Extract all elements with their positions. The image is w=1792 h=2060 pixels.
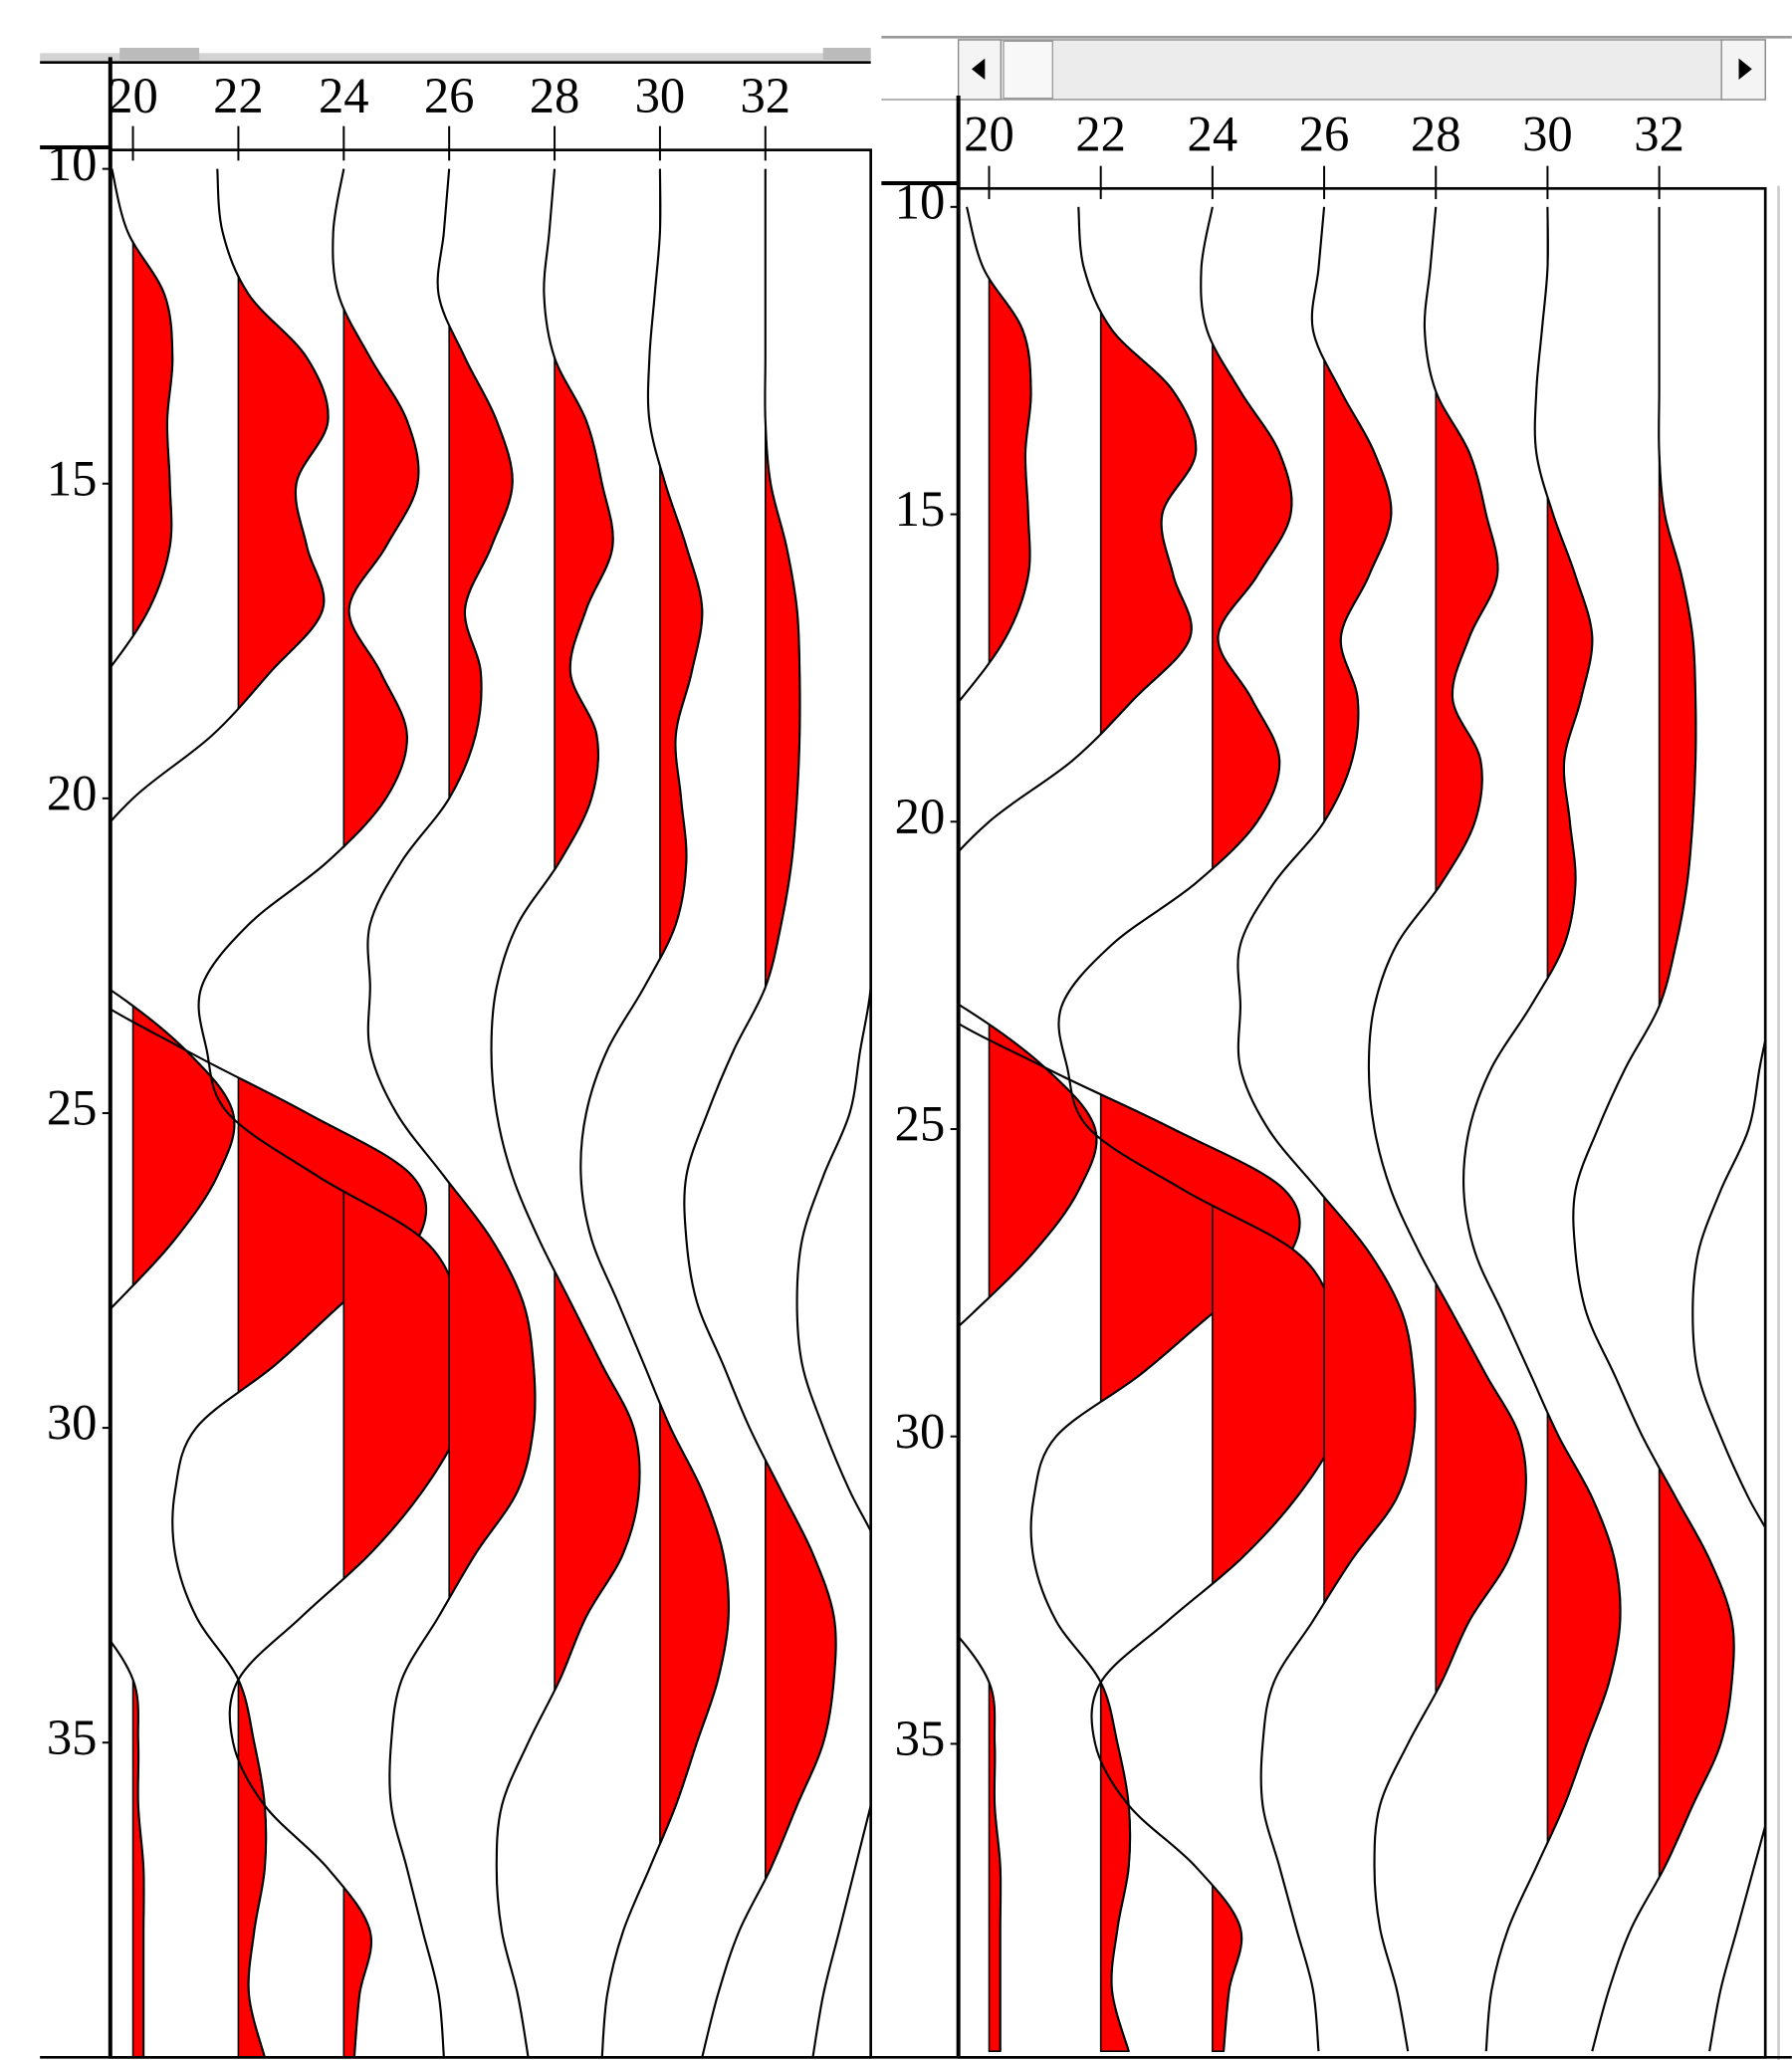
x-tick-label: 24 [1188, 107, 1238, 162]
x-tick-label: 22 [213, 68, 264, 123]
wiggle-trace [1057, 206, 1354, 2052]
x-tick-label: 20 [108, 68, 158, 123]
y-tick-label: 35 [47, 1710, 98, 1765]
y-tick-label: 10 [895, 173, 946, 229]
wiggle-trace [579, 168, 731, 2058]
scrollbar[interactable] [957, 39, 1766, 101]
x-tick-label: 22 [1075, 107, 1126, 162]
traces [958, 206, 1792, 2052]
y-tick-label: 25 [895, 1096, 946, 1152]
x-tick-label: 32 [1634, 107, 1684, 162]
wiggle-trace [110, 168, 428, 2058]
x-tick-label: 28 [530, 68, 580, 123]
x-tick-label: 20 [964, 107, 1014, 162]
toolbar-strip [40, 53, 871, 63]
wiggle-trace [683, 168, 837, 2058]
x-tick-label: 28 [1411, 107, 1461, 162]
y-tick-label: 20 [895, 789, 946, 844]
arrow-left-icon [971, 58, 986, 80]
wiggle-trace [958, 206, 1098, 2052]
wiggle-trace [1236, 206, 1417, 2052]
x-tick-label: 24 [319, 68, 369, 123]
wiggle-trace [1462, 206, 1622, 2052]
arrow-right-icon [1738, 58, 1752, 80]
traces [110, 168, 871, 2058]
x-tick-label: 30 [635, 68, 686, 123]
wiggle-trace [490, 168, 641, 2058]
wiggle-panel: 20 22 24 26 28 30 32 10 15 20 25 30 35 [47, 57, 873, 2059]
y-tick-label: 20 [47, 765, 98, 820]
y-tick-label: 35 [895, 1711, 946, 1766]
wiggle-trace [1691, 1034, 1766, 2052]
toolbar-tab [119, 47, 200, 60]
wiggle-panel: 20 22 24 26 28 30 32 10 15 20 25 30 35 [895, 95, 1792, 2059]
x-tick-label: 30 [1522, 107, 1573, 162]
x-tick-label: 32 [740, 68, 790, 123]
y-tick-label: 15 [47, 450, 98, 506]
y-tick-label: 10 [47, 135, 98, 191]
toolbar-tab [822, 47, 871, 60]
wiggle-trace [1572, 206, 1735, 2052]
wiggle-trace [110, 168, 236, 2058]
x-tick-label: 26 [424, 68, 475, 123]
scroll-thumb[interactable] [1003, 40, 1053, 100]
wiggle-trace [958, 206, 1301, 2052]
y-tick-label: 25 [47, 1080, 98, 1136]
wiggle-trace [197, 168, 477, 2058]
y-tick-label: 30 [895, 1403, 946, 1459]
wiggle-trace [795, 168, 871, 2058]
wiggle-fill [1771, 1537, 1792, 1805]
wiggle-fill [1771, 945, 1772, 1007]
wiggle-trace [366, 168, 537, 2058]
x-tick-label: 26 [1299, 107, 1350, 162]
y-tick-label: 15 [895, 481, 946, 537]
y-tick-label: 30 [47, 1395, 98, 1451]
wiggle-trace [1367, 206, 1527, 2052]
